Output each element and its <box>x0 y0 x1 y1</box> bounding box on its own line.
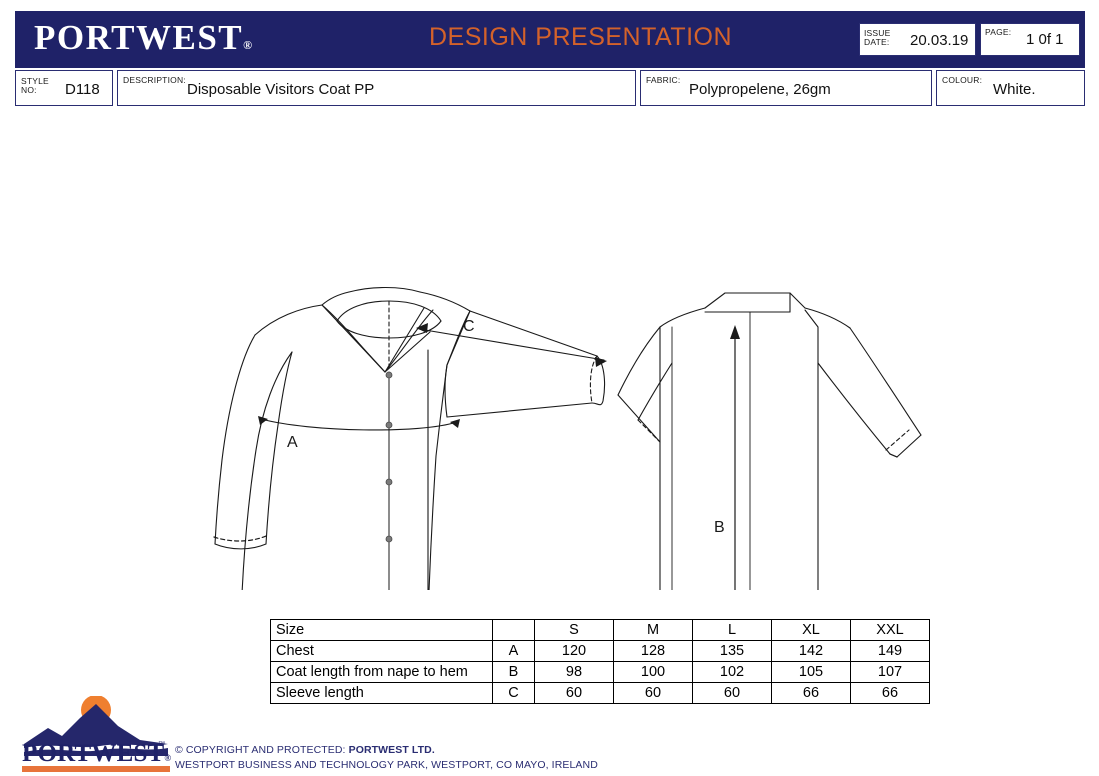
cell-xxl: 149 <box>850 640 930 662</box>
cell-s: 98 <box>534 661 614 683</box>
row-label: Coat length from nape to hem <box>270 661 493 683</box>
issue-date-box: ISSUE DATE: 20.03.19 <box>859 23 976 56</box>
mountain-shape <box>24 704 168 752</box>
issue-date-label-line2: DATE: <box>864 36 890 47</box>
style-no-label-line1: STYLE <box>21 76 49 86</box>
description-box: DESCRIPTION: Disposable Visitors Coat PP <box>117 70 636 106</box>
table-header-row: Size S M L XL XXL <box>270 619 930 641</box>
header-xl: XL <box>771 619 851 641</box>
issue-date-label-line1: ISSUE <box>864 28 891 38</box>
style-no-label-line2: NO: <box>21 84 37 95</box>
issue-date-label: ISSUE DATE: <box>864 29 891 47</box>
copyright-line1-prefix: © COPYRIGHT AND PROTECTED: <box>175 744 349 756</box>
size-chart-table: Size S M L XL XXL Chest A 120 128 135 14… <box>270 619 930 704</box>
measure-label-b: B <box>714 519 725 536</box>
row-code: A <box>492 640 535 662</box>
fabric-box: FABRIC: Polypropelene, 26gm <box>640 70 932 106</box>
copyright-company: PORTWEST LTD. <box>348 744 435 756</box>
style-no-value: D118 <box>65 81 100 98</box>
row-label: Sleeve length <box>270 682 493 704</box>
header-size: Size <box>270 619 493 641</box>
snap-button <box>385 421 393 429</box>
cell-l: 102 <box>692 661 772 683</box>
row-code: C <box>492 682 535 704</box>
brand-title: PORTWEST® <box>34 20 252 55</box>
portwest-logo-mark: ™ <box>22 695 170 770</box>
cell-m: 128 <box>613 640 693 662</box>
back-view: B <box>617 292 922 623</box>
copyright-line2: WESTPORT BUSINESS AND TECHNOLOGY PARK, W… <box>175 759 598 771</box>
colour-label: COLOUR: <box>942 75 983 85</box>
water-shape <box>24 748 168 756</box>
description-label: DESCRIPTION: <box>123 75 186 85</box>
cell-m: 100 <box>613 661 693 683</box>
cell-m: 60 <box>613 682 693 704</box>
document-title: DESIGN PRESENTATION <box>429 23 733 51</box>
fabric-value: Polypropelene, 26gm <box>689 81 831 98</box>
row-code: B <box>492 661 535 683</box>
table-row: Coat length from nape to hem B 98 100 10… <box>270 661 930 683</box>
brand-registered-mark: ® <box>243 38 253 52</box>
cell-xxl: 107 <box>850 661 930 683</box>
footer-logo-text: PORTWEST® <box>22 741 172 766</box>
row-label: Chest <box>270 640 493 662</box>
style-no-box: STYLE NO: D118 <box>15 70 113 106</box>
cell-xxl: 66 <box>850 682 930 704</box>
cell-xl: 66 <box>771 682 851 704</box>
logo-underline-bar <box>22 766 170 772</box>
header-s: S <box>534 619 614 641</box>
cell-l: 135 <box>692 640 772 662</box>
header-code <box>492 619 535 641</box>
snap-button <box>385 478 393 486</box>
fabric-label: FABRIC: <box>646 75 681 85</box>
cell-l: 60 <box>692 682 772 704</box>
colour-value: White. <box>993 81 1036 98</box>
header-l: L <box>692 619 772 641</box>
front-view: A C <box>213 287 607 619</box>
garment-illustration: A C <box>213 287 922 623</box>
snap-button <box>385 535 393 543</box>
brand-title-text: PORTWEST <box>34 18 244 57</box>
cell-xl: 142 <box>771 640 851 662</box>
table-row: Sleeve length C 60 60 60 66 66 <box>270 682 930 704</box>
header-xxl: XXL <box>850 619 930 641</box>
technical-drawing: A C <box>0 120 1099 623</box>
style-no-label: STYLE NO: <box>21 77 49 95</box>
header-m: M <box>613 619 693 641</box>
snap-button <box>385 371 393 379</box>
footer-logo-word: PORTWEST <box>22 740 165 767</box>
trademark-mark: ™ <box>158 741 165 748</box>
measure-label-a: A <box>287 434 298 451</box>
cell-s: 120 <box>534 640 614 662</box>
cell-s: 60 <box>534 682 614 704</box>
mountain-sun-logo-icon: ™ <box>24 695 168 756</box>
cell-xl: 105 <box>771 661 851 683</box>
footer-logo-registered: ® <box>164 753 172 763</box>
description-value: Disposable Visitors Coat PP <box>187 81 375 98</box>
page-value: 1 0f 1 <box>1026 31 1064 48</box>
table-row: Chest A 120 128 135 142 149 <box>270 640 930 662</box>
page-label: PAGE: <box>985 27 1012 37</box>
measure-label-c: C <box>463 318 475 335</box>
issue-date-value: 20.03.19 <box>910 32 969 49</box>
colour-box: COLOUR: White. <box>936 70 1085 106</box>
page-number-box: PAGE: 1 0f 1 <box>980 23 1080 56</box>
copyright-notice: © COPYRIGHT AND PROTECTED: PORTWEST LTD.… <box>175 743 598 773</box>
